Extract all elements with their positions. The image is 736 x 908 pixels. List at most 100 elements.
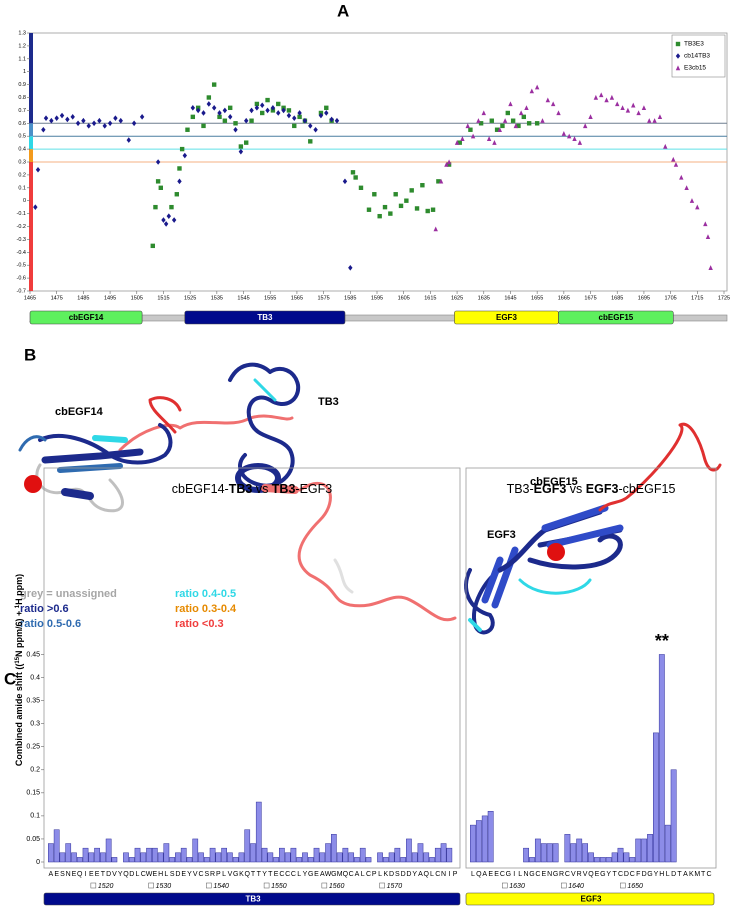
x-tick-label: C — [291, 871, 296, 878]
title-part: TB3- — [507, 482, 534, 496]
residue-tick-label: 1550 — [271, 883, 287, 890]
bar — [279, 847, 285, 863]
structure — [18, 362, 722, 635]
x-tick-label: 1725 — [718, 295, 730, 301]
marker — [308, 123, 313, 129]
x-tick-label: Y — [606, 871, 611, 878]
y-tick-label: 0.15 — [26, 790, 40, 797]
bar — [123, 852, 129, 863]
marker — [185, 127, 190, 132]
residue-tick-box — [206, 882, 212, 889]
residue-tick-label: 1650 — [627, 883, 643, 890]
bar — [151, 847, 158, 863]
marker — [444, 161, 449, 167]
x-tick-label: 1525 — [184, 295, 196, 301]
bar — [284, 852, 291, 863]
domain-label: cbEGF14 — [69, 313, 104, 322]
x-tick-label: T — [612, 871, 617, 878]
bar — [244, 829, 251, 863]
x-tick-label: C — [500, 871, 505, 878]
marker — [615, 101, 620, 107]
bar — [267, 852, 274, 863]
x-tick-label: E — [54, 871, 59, 878]
bar — [411, 852, 418, 863]
marker — [604, 97, 609, 103]
legend-label: E3cb15 — [684, 65, 706, 72]
marker — [353, 175, 358, 180]
marker — [647, 118, 652, 123]
x-tick-label: D — [389, 871, 394, 878]
marker — [481, 110, 486, 116]
x-tick-label: G — [331, 871, 336, 878]
title-part: vs — [566, 482, 585, 496]
x-tick-label: 1635 — [478, 295, 490, 301]
y-tick-label: -0.7 — [17, 288, 26, 294]
x-tick-label: C — [618, 871, 623, 878]
marker — [201, 110, 206, 116]
x-tick-label: D — [671, 871, 676, 878]
y-label-part: 15 — [15, 656, 21, 663]
marker — [166, 213, 171, 219]
residue-tick-box — [379, 882, 385, 889]
marker — [161, 217, 166, 223]
marker — [292, 115, 297, 121]
ratio-band — [29, 33, 33, 124]
y-tick-label: 0.6 — [18, 121, 26, 127]
marker — [59, 112, 65, 119]
legend-label: TB3E3 — [684, 41, 704, 48]
y-tick-label: 0.25 — [26, 744, 40, 751]
marker — [609, 94, 615, 100]
x-tick-label: C — [630, 871, 635, 878]
marker — [505, 110, 510, 116]
marker — [195, 107, 201, 114]
bar — [582, 843, 589, 863]
marker — [155, 179, 161, 184]
bar — [302, 852, 308, 863]
x-tick-label: R — [577, 871, 582, 878]
marker — [174, 192, 180, 197]
residue-tick-label: 1560 — [329, 883, 345, 890]
bar — [180, 847, 187, 863]
marker — [500, 123, 505, 129]
marker — [329, 116, 334, 123]
marker — [684, 185, 689, 190]
x-tick-label: Y — [303, 871, 308, 878]
bar — [48, 843, 54, 863]
y-tick-label: 0.2 — [30, 767, 40, 774]
x-tick-label: V — [112, 871, 117, 878]
bar — [440, 843, 447, 863]
marker — [457, 140, 462, 145]
domain — [43, 892, 461, 906]
marker — [420, 183, 425, 188]
marker — [513, 123, 518, 129]
legend-entry: ratio <0.3 — [175, 618, 224, 630]
y-tick-label: -0.6 — [17, 276, 26, 282]
title-part: TB3 — [272, 482, 296, 496]
residue-tick-label: 1640 — [568, 883, 584, 890]
marker — [190, 105, 196, 111]
marker — [705, 234, 711, 240]
marker — [227, 114, 233, 120]
marker — [675, 65, 681, 71]
marker — [695, 204, 700, 210]
x-tick-label: Y — [187, 871, 192, 878]
x-tick-label: P — [453, 871, 458, 878]
x-tick-label: D — [624, 871, 629, 878]
marker — [588, 114, 593, 120]
y-tick-label: 0.35 — [26, 697, 40, 704]
marker — [372, 192, 377, 197]
bar — [330, 834, 337, 863]
marker — [545, 97, 551, 103]
bar — [307, 857, 314, 863]
bar — [617, 847, 624, 863]
x-tick-label: 1665 — [558, 295, 570, 301]
x-tick-label: G — [233, 871, 238, 878]
marker — [91, 120, 97, 127]
x-tick-label: R — [559, 871, 564, 878]
bar — [134, 847, 141, 863]
marker — [675, 41, 681, 47]
marker — [41, 126, 46, 133]
marker — [636, 110, 641, 116]
marker — [334, 117, 340, 124]
marker — [398, 203, 404, 209]
